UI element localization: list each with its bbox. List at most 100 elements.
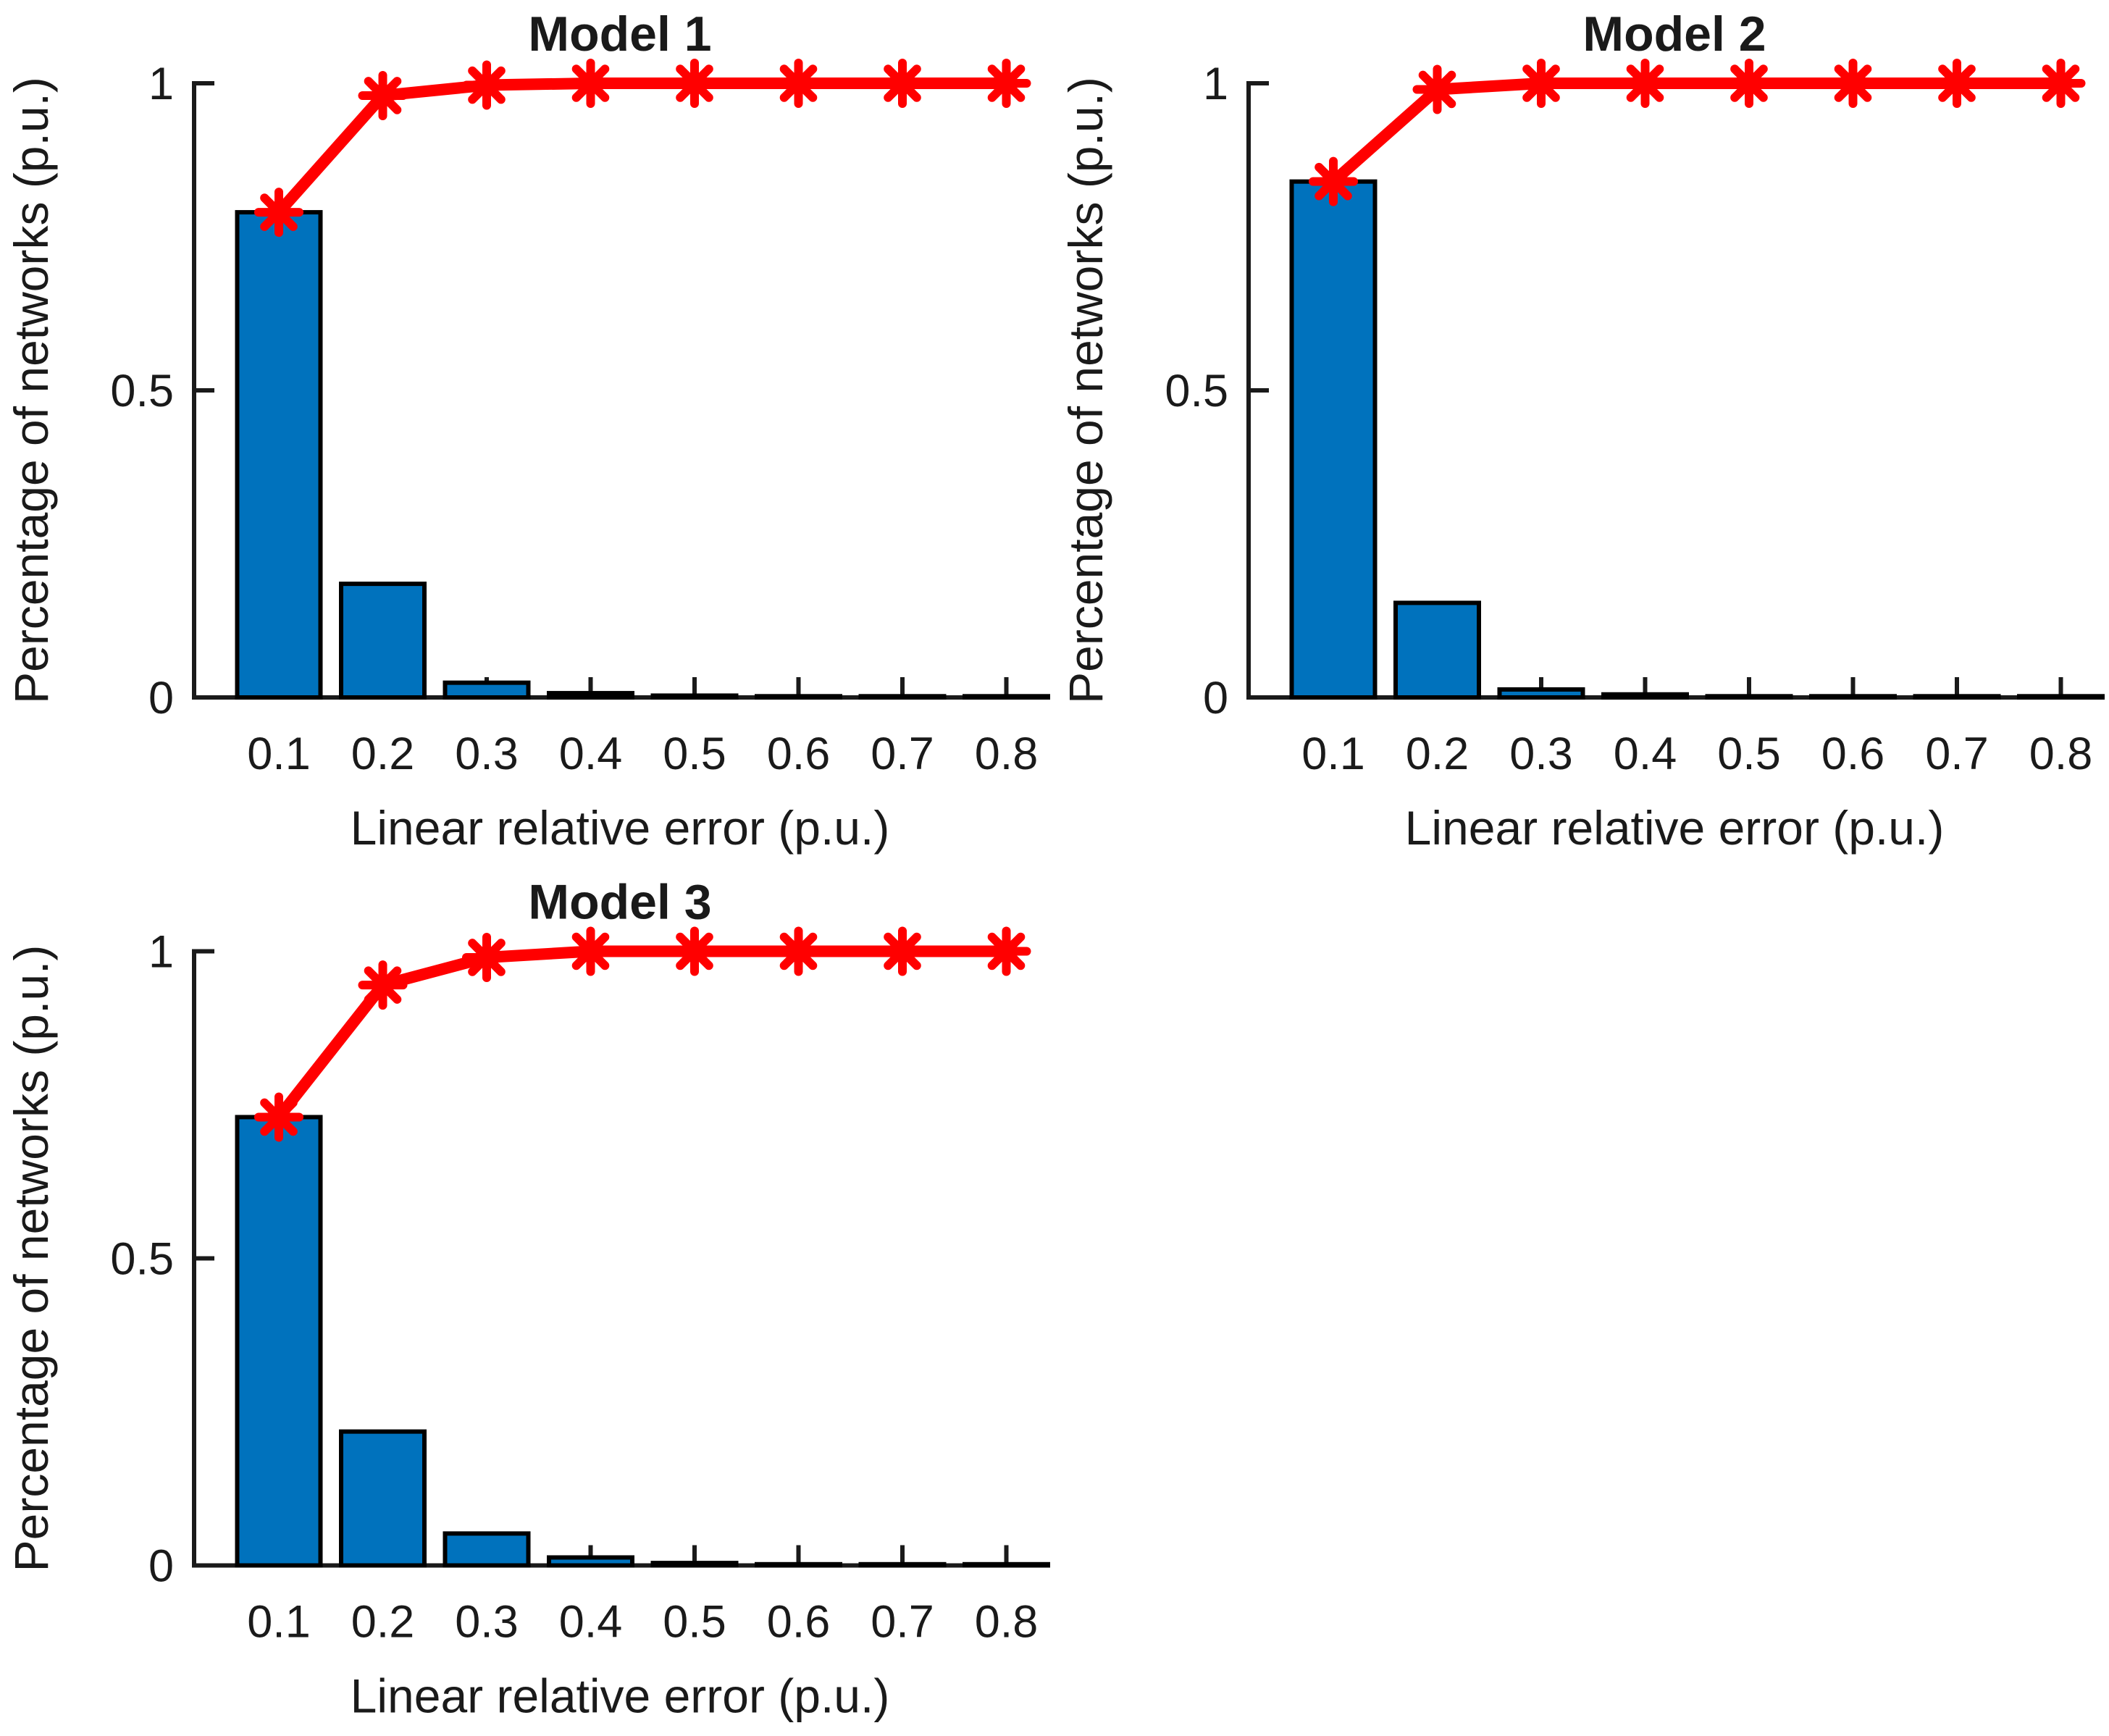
x-axis-label: Linear relative error (p.u.) <box>351 1669 890 1723</box>
marker-stroke <box>1522 64 1560 102</box>
bar-0.7 <box>858 1561 947 1568</box>
x-tick-label: 0.7 <box>1925 729 1989 779</box>
bar-0.4 <box>547 1555 634 1568</box>
marker-stroke <box>779 64 818 102</box>
marker-stroke <box>1315 162 1352 201</box>
marker-stroke <box>364 77 402 114</box>
bar-0.5 <box>650 693 739 700</box>
x-tick-label: 0.2 <box>351 729 415 779</box>
bar-0.4 <box>547 691 634 700</box>
marker-stroke <box>571 64 610 102</box>
y-tick-label: 1 <box>148 59 174 109</box>
bar-0.6 <box>1809 694 1897 700</box>
x-tick-label: 0.5 <box>1717 729 1781 779</box>
plot-area: 0 0.5 1 0.1 0.2 0.3 0.4 0.5 0.6 0.7 0.8 <box>1165 59 2105 779</box>
bar-0.8 <box>963 694 1050 700</box>
bar-0.3 <box>443 680 531 700</box>
bar-0.1 <box>235 210 323 700</box>
bar-0.2 <box>1393 600 1481 700</box>
marker-stroke <box>884 932 921 970</box>
line-marker <box>670 926 719 976</box>
y-tick-label: 0.5 <box>1165 366 1228 416</box>
y-tick-label: 0 <box>1203 673 1228 724</box>
subplot-model-3-canvas: 0 0.5 1 0.1 0.2 0.3 0.4 0.5 0.6 0.7 0.8 Model 3 Li… <box>4 875 1050 1723</box>
x-tick-label: 0.1 <box>247 1597 311 1648</box>
bar-0.3 <box>443 1531 531 1568</box>
line-marker <box>1412 64 1462 114</box>
subplot-model-2: 0 0.5 1 0.1 0.2 0.3 0.4 0.5 0.6 0.7 0.8 Model 2 Li… <box>1054 0 2109 868</box>
bar-0.4 <box>1601 692 1689 700</box>
bar-0.6 <box>755 694 842 700</box>
x-tick-label: 0.6 <box>1821 729 1885 779</box>
bar-0.6 <box>755 1561 842 1568</box>
marker-stroke <box>1938 64 1976 102</box>
bar-0.1 <box>1289 179 1378 700</box>
x-tick-label: 0.7 <box>871 1597 934 1648</box>
subplot-title: Model 1 <box>528 7 711 62</box>
x-tick-label: 0.1 <box>247 729 311 779</box>
line-marker <box>1724 59 1774 108</box>
x-tick-label: 0.6 <box>767 729 831 779</box>
x-tick-label: 0.3 <box>1509 729 1573 779</box>
x-tick-label: 0.5 <box>663 729 726 779</box>
bar-0.5 <box>1705 694 1793 700</box>
bar-0.8 <box>963 1561 1050 1568</box>
x-axis-label: Linear relative error (p.u.) <box>351 801 890 855</box>
plot-area: 0 0.5 1 0.1 0.2 0.3 0.4 0.5 0.6 0.7 0.8 <box>110 926 1050 1648</box>
marker-stroke <box>2042 64 2080 102</box>
subplot-title: Model 3 <box>528 875 711 930</box>
y-tick-label: 0 <box>148 1541 174 1592</box>
x-tick-label: 0.8 <box>2029 729 2093 779</box>
x-tick-label: 0.3 <box>455 1597 519 1648</box>
marker-stroke <box>676 64 713 102</box>
x-tick-label: 0.8 <box>975 1597 1039 1648</box>
line-marker <box>254 188 303 238</box>
x-tick-label: 0.1 <box>1301 729 1365 779</box>
subplot-model-2-canvas: 0 0.5 1 0.1 0.2 0.3 0.4 0.5 0.6 0.7 0.8 Model 2 Li… <box>1059 7 2105 855</box>
line-marker <box>1828 59 1878 108</box>
line-marker <box>1932 59 1982 108</box>
y-tick-label: 0.5 <box>110 1234 174 1285</box>
line-marker <box>878 59 927 108</box>
marker-stroke <box>1626 64 1664 102</box>
marker-stroke <box>779 932 818 970</box>
line-marker <box>1517 59 1566 108</box>
line-marker <box>358 960 408 1010</box>
marker-stroke <box>364 966 402 1004</box>
x-tick-label: 0.7 <box>871 729 934 779</box>
empty-quadrant <box>1054 868 2109 1736</box>
x-tick-label: 0.4 <box>1614 729 1677 779</box>
line-marker <box>878 926 927 976</box>
plot-area: 0 0.5 1 0.1 0.2 0.3 0.4 0.5 0.6 0.7 0.8 <box>110 59 1050 779</box>
marker-stroke <box>1418 70 1456 109</box>
x-tick-label: 0.3 <box>455 729 519 779</box>
bar-0.7 <box>1913 694 2001 700</box>
bar-0.2 <box>339 582 427 700</box>
x-tick-label: 0.4 <box>559 1597 623 1648</box>
line-marker <box>254 1092 303 1142</box>
marker-stroke <box>468 66 506 104</box>
subplot-model-1: 0 0.5 1 0.1 0.2 0.3 0.4 0.5 0.6 0.7 0.8 Model 1 Li… <box>0 0 1054 868</box>
bar-0.3 <box>1497 687 1585 700</box>
line-marker <box>981 926 1031 976</box>
subplot-title: Model 2 <box>1582 7 1766 62</box>
marker-stroke <box>676 932 713 970</box>
y-axis-label: Percentage of networks (p.u.) <box>4 77 58 704</box>
x-tick-label: 0.2 <box>351 1597 415 1648</box>
line-marker <box>462 932 511 982</box>
marker-stroke <box>1730 64 1768 102</box>
x-axis-label: Linear relative error (p.u.) <box>1405 801 1945 855</box>
y-tick-label: 1 <box>148 927 174 978</box>
line-marker <box>566 926 616 976</box>
marker-stroke <box>260 193 298 231</box>
y-axis-label: Percentage of networks (p.u.) <box>4 945 58 1572</box>
line-marker <box>358 70 408 120</box>
line-marker <box>462 60 511 110</box>
line-marker <box>670 59 719 108</box>
x-tick-label: 0.6 <box>767 1597 831 1648</box>
marker-stroke <box>884 64 921 102</box>
subplot-model-1-canvas: 0 0.5 1 0.1 0.2 0.3 0.4 0.5 0.6 0.7 0.8 Model 1 Li… <box>4 7 1050 855</box>
y-axis-label: Percentage of networks (p.u.) <box>1059 77 1112 704</box>
line-marker <box>1620 59 1670 108</box>
